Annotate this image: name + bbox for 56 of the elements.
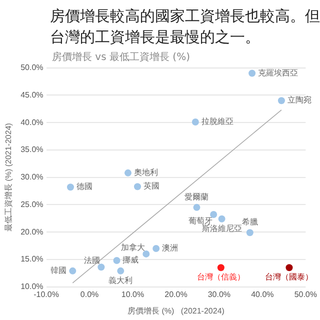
x-tick-label: 10.0% [121,290,144,299]
x-tick-label: 50.0% [294,290,317,299]
series-label: 澳洲 [162,244,178,253]
y-axis-title: 最低工資增長 (%) (2021-2024) [4,122,14,232]
point [69,267,76,274]
series-label: 義大利 [108,276,133,285]
series-label: 英國 [143,182,160,191]
series-label: 德國 [76,182,92,192]
y-tick-label: 45.0% [20,90,44,100]
series-label: 台灣（信義） [196,272,245,282]
x-tick-label: 0.0% [80,290,99,299]
chart-title: 房價增長較高的國家工資增長也較高。但台灣的工資增長是最慢的之一。 [50,7,320,48]
point [248,70,256,77]
point [152,244,160,252]
x-tick-label: -10.0% [34,290,59,299]
series-label: 拉脫維亞 [201,117,234,126]
series-label: 斯洛維尼亞 [202,224,242,233]
point [98,264,105,271]
y-tick-label: 10.0% [20,282,44,292]
point [193,204,200,211]
point [117,267,124,274]
y-tick-label: 20.0% [20,227,44,236]
series-label: 韓國 [50,266,67,275]
y-tick-label: 50.0% [20,63,44,72]
x-tick-label: 30.0% [208,290,231,299]
point [278,97,285,104]
point [192,118,199,126]
series-label: 挪威 [122,256,139,265]
series-label: 愛爾蘭 [184,192,209,202]
series-label: 法國 [84,256,100,266]
series-label: 奧地利 [134,168,158,177]
point [218,215,226,222]
point [217,264,224,272]
y-tick-label: 30.0% [20,172,44,182]
x-axis-title: 房價增長 (%) (2021-2024) [128,306,225,316]
chart-subtitle: 房價增長 vs 最低工資增長 (%) [52,50,190,64]
series-label: 葡萄牙 [188,216,213,226]
y-tick-label: 35.0% [20,145,44,154]
x-tick-label: 40.0% [251,290,274,299]
x-tick-label: 20.0% [164,290,188,299]
point [66,184,74,191]
y-tick-label: 40.0% [20,118,44,127]
point [210,211,218,218]
point [142,250,150,258]
y-tick-label: 15.0% [20,254,44,264]
point [113,257,120,264]
y-tick-label: 25.0% [20,200,44,209]
point [134,183,141,190]
series-label: 克羅埃西亞 [258,68,298,78]
series-label: 加拿大 [121,243,146,252]
point [286,264,293,272]
series-label: 立陶宛 [287,96,312,105]
series-label: 台灣（國泰） [265,272,314,282]
series-label: 希臘 [242,218,258,227]
point [246,229,254,236]
point [124,169,132,176]
